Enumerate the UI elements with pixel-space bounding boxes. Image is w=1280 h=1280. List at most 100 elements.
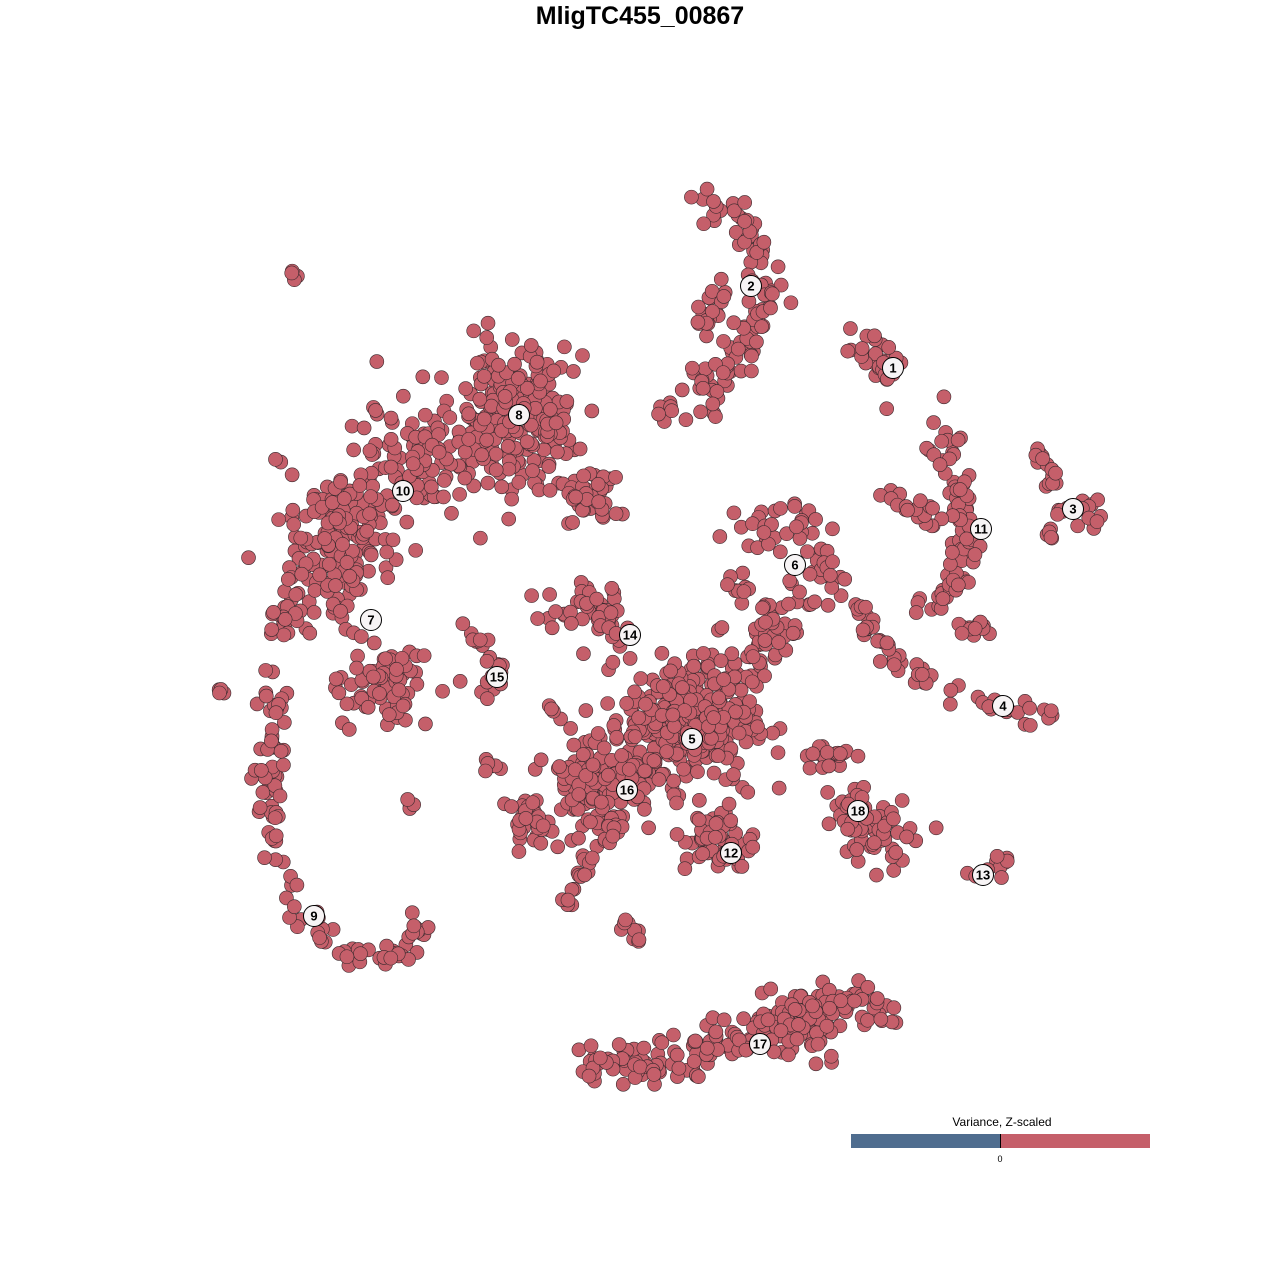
data-point [273,743,289,759]
data-point [317,531,332,546]
data-point [879,635,895,651]
data-point [276,627,292,643]
data-point [452,487,467,502]
legend-zero-tick [1000,1134,1001,1148]
data-point [604,580,620,596]
data-point [684,189,699,205]
data-point [333,474,348,490]
data-point [546,363,562,379]
data-point [478,763,493,779]
data-point [284,467,300,483]
data-point [967,621,983,636]
data-point [289,877,305,893]
data-point [307,583,323,598]
cluster-label-badge [784,554,806,576]
cluster-label-15: 15 [486,666,508,688]
data-point [241,550,256,565]
data-point [578,768,594,783]
cluster-label-badge [619,624,641,646]
data-point [860,980,876,995]
data-point [523,338,539,353]
cluster-label-badge [882,357,904,379]
cluster-label-badge [681,728,703,750]
data-point [690,764,705,780]
data-point [637,801,652,817]
cluster-label-badge [486,666,508,688]
data-point [333,603,348,619]
data-point [268,828,284,844]
data-point [618,912,633,928]
data-point [257,850,272,865]
data-point [867,328,882,344]
data-point [436,489,451,505]
data-point [544,701,559,717]
data-point [293,530,309,546]
cluster-label-text: 6 [791,558,798,573]
data-point [952,482,968,497]
data-point [399,514,415,530]
data-point [726,505,742,521]
data-point [758,614,773,630]
cluster-label-badge [972,864,994,886]
data-point [560,892,576,908]
cluster-label-text: 3 [1069,502,1076,517]
data-point [663,663,678,679]
data-point [383,950,399,966]
data-point [832,746,848,761]
cluster-label-text: 8 [515,408,522,423]
data-point [605,654,621,670]
data-point [787,1002,803,1017]
data-point [745,649,761,664]
data-point [1089,514,1105,529]
data-point [585,757,601,773]
data-point [822,1001,837,1016]
data-point [1022,700,1037,716]
cluster-label-text: 11 [974,522,988,537]
data-point [566,737,582,753]
cluster-label-text: 5 [688,732,695,747]
data-point [740,784,756,800]
data-point [353,946,368,961]
cluster-label-12: 12 [720,842,742,864]
data-point [592,1050,608,1066]
data-point [608,469,623,485]
data-point [435,683,450,699]
data-point [716,334,731,349]
data-point [523,417,539,433]
data-point [479,432,495,448]
data-point [461,406,477,422]
data-point [633,671,649,686]
data-point [385,497,400,513]
data-point [820,745,835,760]
data-point [511,475,527,490]
data-point [763,981,779,997]
data-point [404,905,420,921]
data-point [575,747,591,762]
data-point [552,759,567,774]
data-point [535,818,551,834]
data-point [417,407,433,423]
data-point [899,829,914,845]
data-point [934,434,949,449]
data-point [252,800,268,815]
data-point [519,381,535,396]
legend-bar-negative [851,1134,1000,1148]
data-point [472,632,488,648]
data-point [354,629,369,644]
data-point [583,1038,599,1054]
data-point [756,525,772,540]
data-point [542,483,558,498]
data-point [819,1018,835,1034]
data-point [280,572,296,587]
data-point [855,622,871,638]
data-point [824,580,840,595]
data-point [491,357,506,373]
data-point [461,432,477,447]
data-point [928,820,944,836]
data-point [716,289,732,304]
data-point [849,842,865,857]
data-point [710,748,726,764]
data-point [736,1011,751,1026]
legend-tick-label: 0 [997,1154,1003,1164]
